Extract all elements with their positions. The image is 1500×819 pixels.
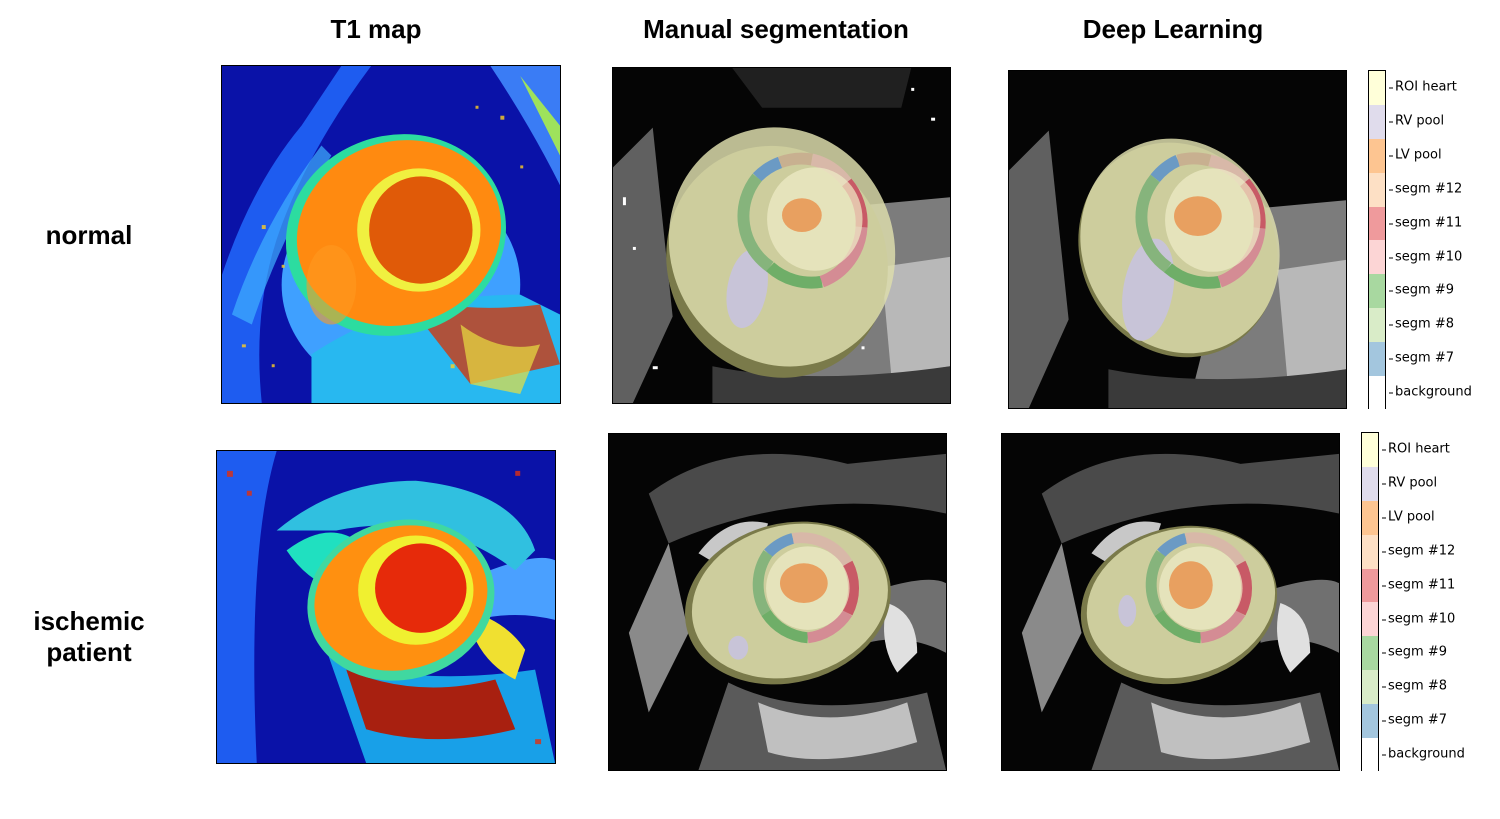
legend-label: segm #8 — [1382, 678, 1447, 694]
colorbar-swatch — [1369, 308, 1385, 343]
colorbar-swatch — [1369, 376, 1385, 410]
legend-label: segm #8 — [1389, 316, 1454, 332]
colorbar-labels-row2: ROI heart RV pool LV pool segm #12 segm … — [1381, 432, 1493, 771]
legend-label: background — [1382, 746, 1465, 762]
legend-label: segm #11 — [1388, 215, 1463, 231]
colorbar-row1 — [1368, 70, 1386, 410]
legend-label: RV pool — [1381, 475, 1438, 491]
column-title-t1-map: T1 map — [330, 14, 422, 44]
colorbar-swatch — [1369, 342, 1385, 377]
colorbar-swatch — [1362, 500, 1378, 535]
legend-label: segm #7 — [1389, 350, 1454, 366]
legend-label: segm #12 — [1388, 181, 1463, 197]
colorbar-swatch — [1369, 71, 1385, 105]
manual-segmentation-normal-image — [612, 67, 951, 404]
colorbar-swatch — [1362, 534, 1378, 569]
colorbar-labels-row1: ROI heart RV pool LV pool segm #12 segm … — [1388, 70, 1495, 409]
legend-label: segm #12 — [1381, 543, 1456, 559]
colorbar-swatch — [1362, 602, 1378, 637]
legend-label: RV pool — [1388, 113, 1445, 129]
colorbar-swatch — [1369, 206, 1385, 241]
legend-label: segm #10 — [1381, 611, 1456, 627]
legend-label: segm #9 — [1389, 282, 1454, 298]
colorbar-row2 — [1361, 432, 1379, 772]
colorbar-swatch — [1362, 433, 1378, 467]
colorbar-swatch — [1362, 636, 1378, 671]
legend-label: LV pool — [1389, 147, 1442, 163]
deep-learning-normal-image — [1008, 70, 1347, 409]
column-title-deep-learning: Deep Learning — [1082, 14, 1264, 44]
column-title-manual-segmentation: Manual segmentation — [643, 14, 909, 44]
colorbar-swatch — [1369, 274, 1385, 309]
colorbar-swatch — [1369, 138, 1385, 173]
legend-label: segm #10 — [1388, 249, 1463, 265]
colorbar-swatch — [1362, 738, 1378, 772]
legend-label: background — [1389, 384, 1472, 400]
colorbar-swatch — [1362, 466, 1378, 501]
t1-map-normal-image — [221, 65, 561, 404]
row-label-normal: normal — [45, 220, 133, 250]
legend-label: segm #9 — [1382, 644, 1447, 660]
t1-map-ischemic-image — [216, 450, 556, 764]
legend-label: segm #7 — [1382, 712, 1447, 728]
legend-label: LV pool — [1382, 509, 1435, 525]
colorbar-swatch — [1362, 670, 1378, 705]
legend-label: ROI heart — [1389, 79, 1457, 95]
colorbar-swatch — [1362, 568, 1378, 603]
colorbar-swatch — [1362, 704, 1378, 739]
manual-segmentation-ischemic-image — [608, 433, 947, 771]
row-label-ischemic-patient: ischemic patient — [33, 606, 145, 667]
legend-label: ROI heart — [1382, 441, 1450, 457]
legend-label: segm #11 — [1381, 577, 1456, 593]
colorbar-swatch — [1369, 240, 1385, 275]
colorbar-swatch — [1369, 104, 1385, 139]
colorbar-swatch — [1369, 172, 1385, 207]
deep-learning-ischemic-image — [1001, 433, 1340, 771]
